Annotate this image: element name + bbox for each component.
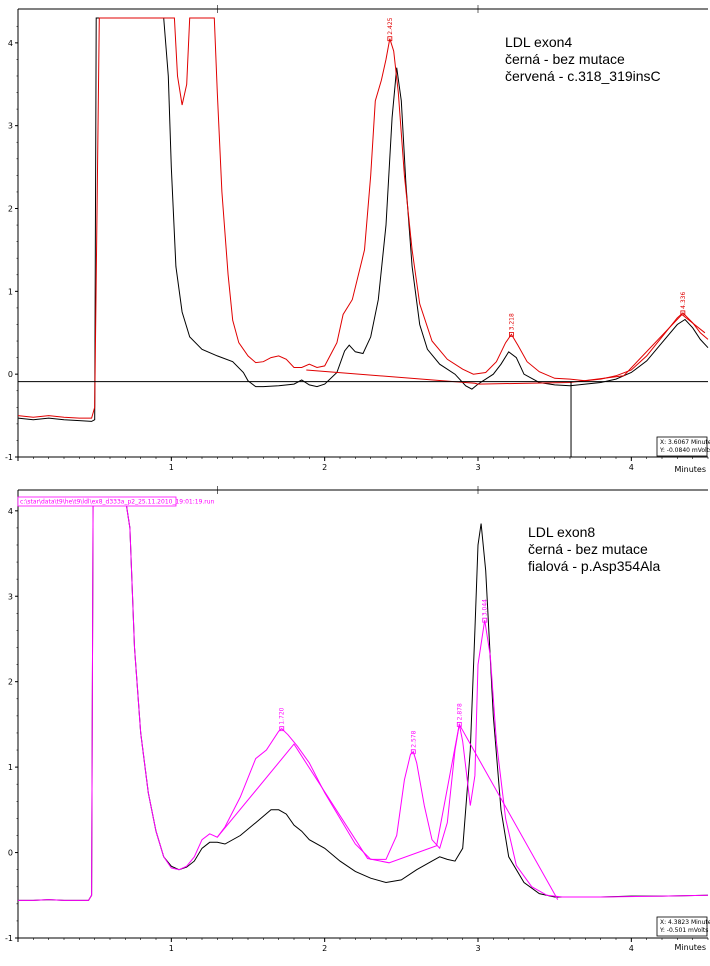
baseline-line (216, 722, 559, 900)
peak-label: 2.878 (456, 703, 463, 720)
y-tick-label: -1 (5, 934, 13, 943)
x-tick-label: 2 (322, 944, 327, 953)
peak-label: 3.218 (508, 313, 515, 330)
x-tick-label: 2 (322, 463, 327, 472)
y-tick-label: 0 (8, 370, 13, 379)
legend-entry: LDL exon8 (528, 524, 595, 540)
y-tick-label: 0 (8, 849, 13, 858)
file-label: c:\star\data\t9\he\t9\ldl\ex8_d333a_p2_2… (20, 499, 215, 506)
y-tick-label: 3 (8, 592, 13, 601)
y-tick-label: 4 (8, 507, 13, 516)
series-line (18, 497, 709, 901)
cursor-readout-line: Y: -0.0840 mVolts (659, 447, 710, 454)
x-axis-title: Minutes (675, 943, 707, 952)
y-tick-label: 1 (8, 287, 13, 296)
y-tick-label: 2 (8, 205, 13, 214)
y-tick-label: 4 (8, 39, 13, 48)
legend-entry: LDL exon4 (505, 34, 572, 50)
legend-entry: černá - bez mutace (528, 541, 648, 557)
peak-label: 3.044 (482, 599, 489, 616)
peak-marker (387, 36, 393, 42)
peak-label: 2.425 (387, 17, 394, 34)
x-tick-label: 4 (629, 463, 634, 472)
peak-marker (279, 726, 285, 732)
series-line (17, 17, 709, 419)
x-axis-title: Minutes (675, 465, 707, 474)
x-tick-label: 3 (475, 944, 480, 953)
y-tick-label: 3 (8, 122, 13, 131)
peak-marker (680, 310, 686, 316)
file-label-box (17, 496, 177, 507)
chromatogram-panel-exon4: -1 0 1 2 3 4 1 2 3 4 Minutes 2.425 3.218 4.336 LDL exo… (5, 5, 710, 474)
cursor-readout-box (656, 436, 708, 457)
cursor-readout-box (656, 916, 708, 937)
legend-entry: fialová - p.Asp354Ala (528, 558, 661, 574)
x-tick-label: 1 (169, 463, 174, 472)
chromatogram-panel-exon8: -1 0 1 2 3 4 1 2 3 4 Minutes 1.720 2.578 2.878 3.044 LD… (5, 486, 710, 953)
x-tick-label: 3 (475, 463, 480, 472)
peak-marker (456, 722, 462, 727)
cursor-readout-line: Y: -0.501 mVolts (659, 927, 708, 934)
x-tick-label: 1 (169, 944, 174, 953)
cursor-readout-line: X: 4.3823 Minutes (660, 919, 710, 926)
legend-entry: červená - c.318_319insC (505, 68, 661, 84)
peak-marker (482, 617, 488, 623)
cursor-readout-line: X: 3.6067 Minutes (660, 439, 710, 446)
peak-label: 4.336 (680, 292, 687, 309)
x-tick-label: 4 (629, 944, 634, 953)
peak-marker (410, 749, 416, 755)
y-tick-label: 2 (8, 678, 13, 687)
series-line (17, 17, 709, 422)
peak-label: 1.720 (279, 707, 286, 724)
baseline-line (306, 313, 706, 385)
peak-label: 2.578 (410, 730, 417, 747)
y-tick-label: -1 (5, 453, 13, 462)
peak-marker (509, 332, 514, 337)
y-tick-label: 1 (8, 763, 13, 772)
legend-entry: černá - bez mutace (505, 51, 625, 67)
